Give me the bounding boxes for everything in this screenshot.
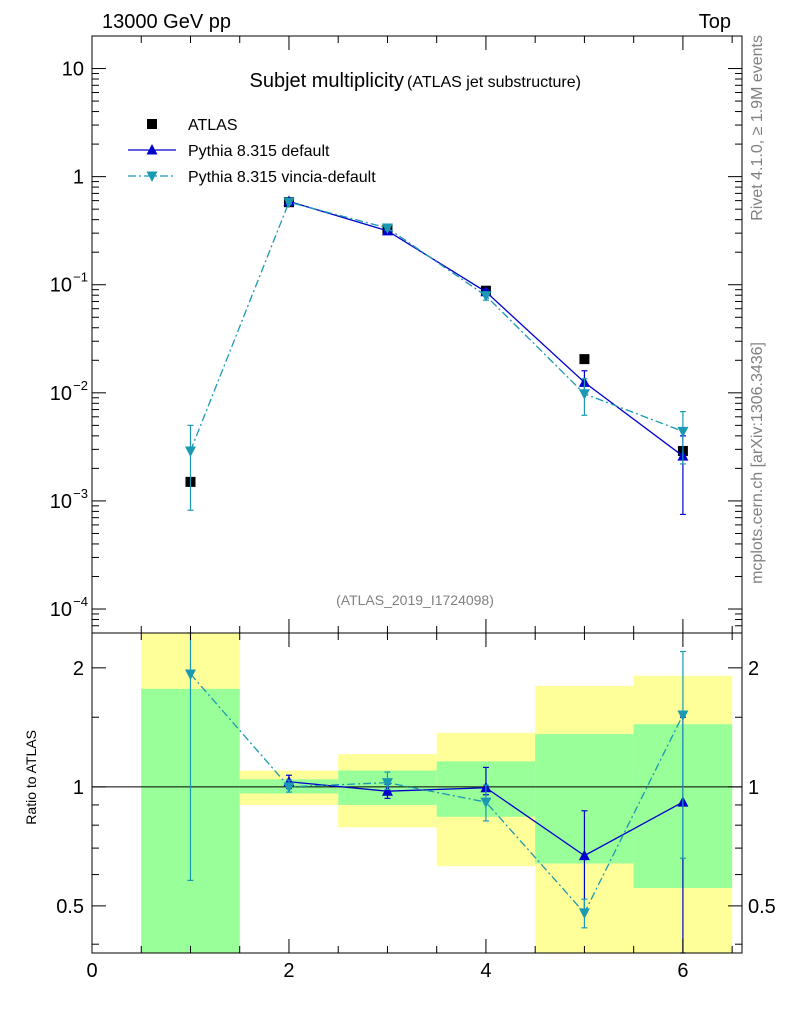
main-ytick-label: 10 — [50, 383, 72, 405]
main-ytick-label: 10 — [62, 59, 84, 81]
main-ytick-exponent: −2 — [73, 378, 88, 393]
ratio-default-point-3 — [381, 785, 393, 796]
legend: ATLAS Pythia 8.315 default Pythia 8.315 vi… — [128, 117, 376, 186]
main-vincia-point-4 — [480, 291, 492, 302]
main-vincia-point-1 — [184, 446, 196, 457]
main-vincia-point-5 — [578, 389, 590, 400]
series-layer — [184, 195, 689, 954]
legend-vincia-label: Pythia 8.315 vincia-default — [188, 169, 376, 186]
legend-default-marker — [146, 144, 158, 155]
legend-vincia-marker — [146, 171, 158, 182]
ratio-vincia-point-2 — [283, 782, 295, 793]
analysis-id-label: (ATLAS_2019_I1724098) — [336, 592, 494, 608]
xtick-label: 6 — [677, 960, 688, 982]
ratio-ytick-label-right: 1 — [748, 777, 759, 799]
ratio-vincia-line — [189, 673, 684, 915]
main-ytick-exponent: −4 — [73, 594, 88, 609]
legend-default-label: Pythia 8.315 default — [188, 143, 330, 160]
plot-title: Subjet multiplicity — [249, 70, 404, 92]
rivet-version-label: Rivet 4.1.0, ≥ 1.9M events — [749, 35, 766, 221]
main-vincia-point-6 — [677, 426, 689, 438]
xtick-label: 0 — [86, 960, 97, 982]
ratio-vincia-point-1 — [184, 669, 196, 680]
ratio-vincia-point-6 — [677, 710, 689, 721]
main-data-point-5 — [579, 354, 590, 365]
ratio-vincia-point-5 — [578, 908, 590, 919]
ratio-vincia-point-4 — [480, 797, 492, 809]
main-default-line — [288, 200, 684, 457]
ratio-ytick-label-right: 0.5 — [748, 896, 776, 918]
xtick-label: 2 — [283, 960, 294, 982]
main-ytick-label: 10 — [50, 275, 72, 297]
ratio-ytick-label-left: 1 — [73, 777, 84, 799]
ratio-ytick-label-left: 0.5 — [56, 896, 84, 918]
main-ytick-label: 10 — [50, 599, 72, 621]
ratio-ytick-label-right: 2 — [748, 658, 759, 680]
legend-data-marker — [147, 119, 157, 129]
legend-data-label: ATLAS — [188, 117, 238, 134]
ratio-default-point-5 — [578, 849, 590, 861]
main-ytick-exponent: −1 — [73, 270, 88, 285]
main-ytick-label: 10 — [50, 491, 72, 513]
header-topic-label: Top — [699, 11, 731, 33]
main-vincia-point-2 — [283, 197, 295, 209]
plot-subtitle: (ATLAS jet substructure) — [407, 74, 581, 91]
ratio-ytick-label-left: 2 — [73, 658, 84, 680]
main-ytick-exponent: −3 — [73, 486, 88, 501]
ratio-plot-frame — [91, 632, 743, 954]
main-vincia-line — [189, 201, 684, 452]
ratio-y-axis-label: Ratio to ATLAS — [23, 730, 39, 825]
xtick-label: 4 — [480, 960, 491, 982]
ratio-vincia-point-3 — [381, 778, 393, 789]
header-energy-label: 13000 GeV pp — [102, 11, 231, 33]
mcplots-label: mcplots.cern.ch [arXiv:1306.3436] — [749, 342, 766, 584]
main-vincia-point-3 — [381, 223, 393, 234]
main-ytick-label: 1 — [73, 167, 84, 189]
